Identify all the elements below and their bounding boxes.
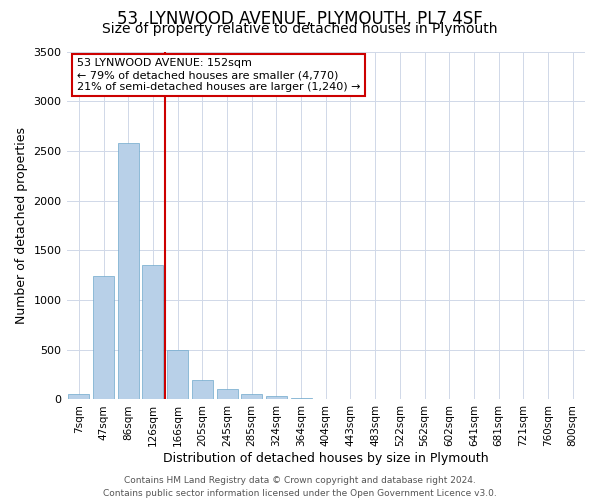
Bar — [266, 396, 287, 400]
Bar — [167, 350, 188, 400]
Bar — [217, 388, 238, 400]
Y-axis label: Number of detached properties: Number of detached properties — [15, 127, 28, 324]
Text: Size of property relative to detached houses in Plymouth: Size of property relative to detached ho… — [102, 22, 498, 36]
Bar — [315, 398, 336, 400]
Bar — [192, 380, 213, 400]
Bar — [241, 394, 262, 400]
Bar — [93, 276, 114, 400]
Bar — [290, 398, 311, 400]
Text: 53, LYNWOOD AVENUE, PLYMOUTH, PL7 4SF: 53, LYNWOOD AVENUE, PLYMOUTH, PL7 4SF — [117, 10, 483, 28]
Text: Contains HM Land Registry data © Crown copyright and database right 2024.
Contai: Contains HM Land Registry data © Crown c… — [103, 476, 497, 498]
Text: 53 LYNWOOD AVENUE: 152sqm
← 79% of detached houses are smaller (4,770)
21% of se: 53 LYNWOOD AVENUE: 152sqm ← 79% of detac… — [77, 58, 361, 92]
X-axis label: Distribution of detached houses by size in Plymouth: Distribution of detached houses by size … — [163, 452, 488, 465]
Bar — [142, 265, 163, 400]
Bar — [68, 394, 89, 400]
Bar — [118, 143, 139, 400]
